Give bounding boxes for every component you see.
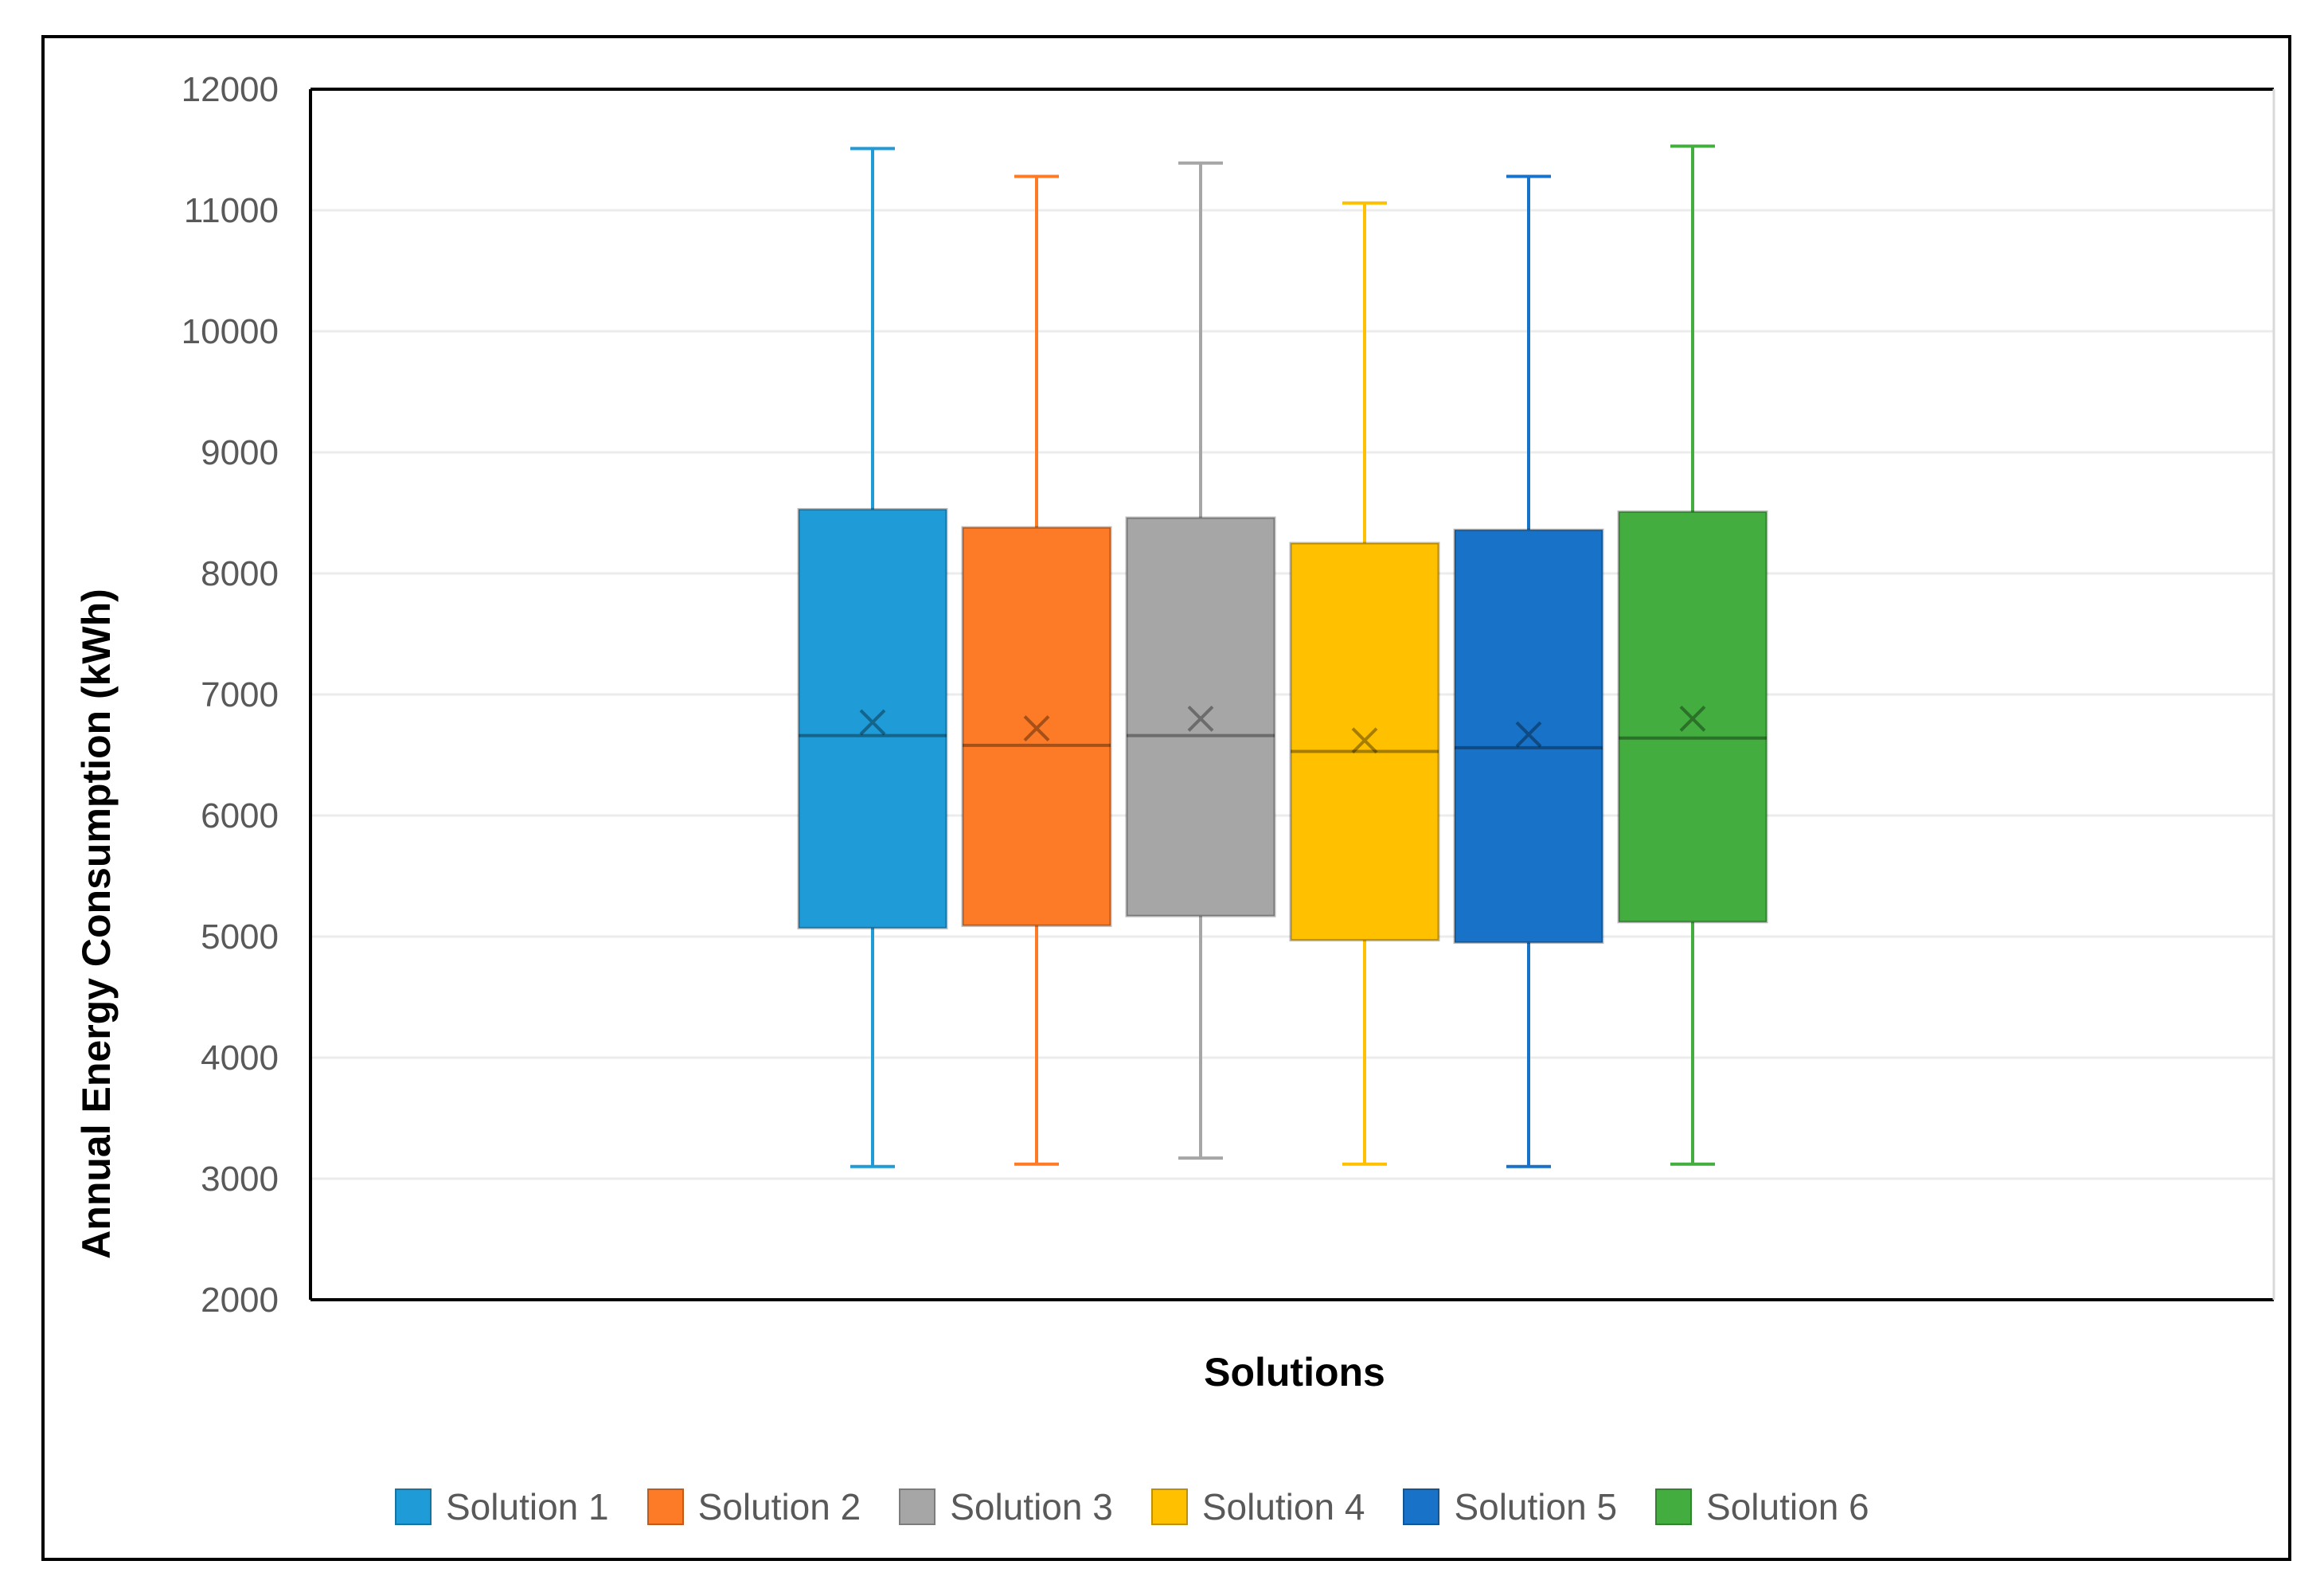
legend-label: Solution 3 [950,1486,1113,1528]
y-tick-label: 5000 [201,917,279,956]
box-series [797,144,1768,1168]
box-4 [1289,201,1440,1166]
box-5 [1453,174,1604,1168]
legend-label: Solution 6 [1706,1486,1869,1528]
legend-swatch [395,1488,432,1525]
iqr-box [797,507,948,929]
box-3 [1125,161,1276,1160]
x-axis-title: Solutions [1204,1350,1385,1395]
mean-marker [1515,721,1542,748]
legend-swatch [899,1488,936,1525]
box-2 [961,174,1112,1166]
legend-swatch [646,1488,684,1525]
legend-label: Solution 1 [446,1486,609,1528]
legend-label: Solution 2 [697,1486,861,1528]
y-tick-label: 6000 [201,796,279,835]
y-axis-title: Annual Energy Consumption (kWh) [74,589,119,1259]
box-plot-chart: 2000 3000 4000 5000 6000 7000 8000 9000 10000 110… [74,70,2275,1395]
legend: Solution 1 Solution 2 Solution 3 Solution 4… [395,1481,1869,1532]
y-tick-label: 4000 [201,1039,279,1078]
y-tick-label: 3000 [201,1160,279,1199]
legend-item-solution-6: Solution 6 [1655,1485,1869,1528]
legend-swatch [1655,1488,1693,1525]
y-tick-label: 10000 [182,312,279,351]
legend-swatch [1150,1488,1188,1525]
y-axis-ticks: 2000 3000 4000 5000 6000 7000 8000 9000 10000 110… [182,70,279,1320]
box-1 [797,147,948,1168]
legend-item-solution-2: Solution 2 [646,1485,861,1528]
mean-marker [1187,705,1214,732]
y-tick-label: 11000 [184,191,279,230]
y-tick-label: 9000 [201,433,279,472]
legend-item-solution-5: Solution 5 [1403,1485,1617,1528]
y-tick-label: 8000 [201,554,279,593]
iqr-box [1617,510,1768,924]
iqr-box [1125,516,1276,917]
y-tick-label: 12000 [182,70,279,109]
y-tick-label: 7000 [201,675,279,714]
iqr-box [1453,528,1604,945]
mean-marker [859,709,886,736]
chart-frame: 2000 3000 4000 5000 6000 7000 8000 9000 10000 110… [41,35,2291,1561]
legend-swatch [1403,1488,1440,1525]
y-tick-label: 2000 [201,1281,279,1320]
legend-item-solution-1: Solution 1 [395,1485,609,1528]
iqr-box [1289,542,1440,942]
legend-label: Solution 4 [1201,1486,1365,1528]
mean-marker [1679,705,1706,732]
axes [309,88,2275,1301]
mean-marker [1351,727,1378,754]
legend-item-solution-3: Solution 3 [899,1485,1113,1528]
iqr-box [961,526,1112,927]
mean-marker [1023,715,1050,741]
box-6 [1617,144,1768,1166]
legend-item-solution-4: Solution 4 [1150,1485,1365,1528]
legend-label: Solution 5 [1454,1486,1618,1528]
